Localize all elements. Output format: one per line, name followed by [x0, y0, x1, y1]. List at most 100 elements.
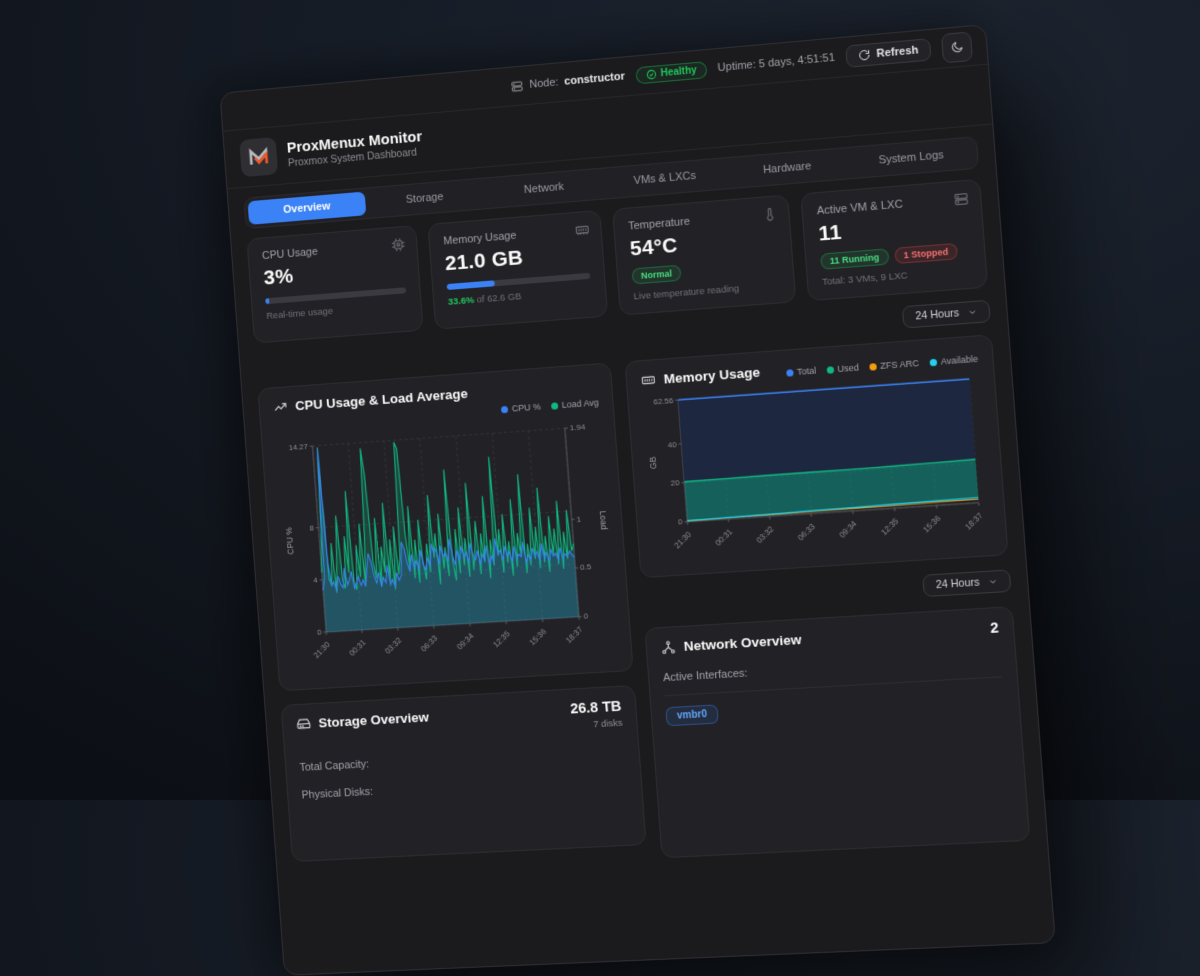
legend-item-zfs-arc: ZFS ARC [869, 358, 920, 372]
svg-text:Load: Load [598, 511, 609, 531]
vm-stopped-badge: 1 Stopped [894, 243, 958, 264]
memory-icon [640, 372, 656, 388]
svg-text:12:35: 12:35 [491, 629, 512, 650]
temperature-value: 54°C [629, 226, 777, 262]
svg-text:18:37: 18:37 [564, 625, 584, 645]
server-icon [510, 79, 524, 93]
svg-text:20: 20 [670, 478, 680, 488]
network-overview-card: Network Overview 2 Active Interfaces: vm… [644, 606, 1030, 858]
chevron-down-icon [987, 576, 998, 587]
memory-sub: 33.6% of 62.6 GB [448, 286, 592, 308]
theme-toggle-button[interactable] [941, 31, 973, 63]
svg-text:21:30: 21:30 [312, 640, 332, 660]
storage-disks-value: 7 disks [571, 718, 623, 732]
legend-item-cpu-: CPU % [501, 402, 542, 415]
cpu-progress-fill [265, 298, 270, 304]
health-label: Healthy [660, 65, 697, 79]
network-interface-count: 2 [990, 620, 1000, 637]
svg-text:0: 0 [584, 612, 590, 621]
memory-chart-title: Memory Usage [663, 365, 760, 387]
tab-network[interactable]: Network [483, 172, 605, 206]
svg-text:0: 0 [317, 628, 323, 637]
svg-text:18:37: 18:37 [963, 511, 984, 532]
app-logo [239, 137, 278, 177]
cpu-sub: Real-time usage [266, 300, 407, 322]
svg-text:1.94: 1.94 [569, 422, 586, 432]
refresh-icon [858, 49, 871, 62]
svg-text:06:33: 06:33 [796, 521, 817, 542]
storage-row-disks-label: Physical Disks: [301, 773, 627, 802]
cpu-usage-card: CPU Usage 3% Real-time usage [246, 225, 423, 344]
svg-text:4: 4 [313, 576, 319, 585]
dashboard-window: Node: constructor Healthy Uptime: 5 days,… [219, 24, 1055, 976]
temperature-sub: Live temperature reading [633, 280, 780, 302]
check-circle-icon [645, 68, 657, 80]
node-info: Node: constructor [510, 70, 625, 93]
network-title: Network Overview [683, 632, 802, 654]
storage-totals: 26.8 TB 7 disks [570, 699, 623, 732]
tab-storage[interactable]: Storage [365, 182, 485, 216]
refresh-label: Refresh [876, 44, 919, 60]
refresh-button[interactable]: Refresh [845, 38, 931, 68]
svg-text:15:36: 15:36 [528, 627, 549, 648]
dashboard-columns: CPU Usage & Load Average CPU %Load Avg 2… [257, 334, 1030, 876]
storage-title: Storage Overview [318, 710, 429, 731]
svg-text:1: 1 [576, 514, 581, 523]
time-range-row-2: 24 Hours [642, 569, 1012, 614]
cpu-load-chart-card: CPU Usage & Load Average CPU %Load Avg 2… [257, 362, 633, 691]
svg-text:0: 0 [678, 517, 684, 526]
uptime-text: Uptime: 5 days, 4:51:51 [717, 52, 835, 74]
legend-item-load-avg: Load Avg [550, 397, 599, 410]
interface-badge-vmbr0[interactable]: vmbr0 [665, 704, 718, 726]
svg-text:09:34: 09:34 [838, 519, 859, 540]
network-icon [660, 639, 676, 655]
legend-item-used: Used [826, 362, 859, 374]
temperature-card: Temperature 54°C Normal Live temperature… [612, 194, 796, 315]
storage-capacity-value: 26.8 TB [570, 699, 622, 718]
legend-item-total: Total [786, 366, 817, 378]
memory-usage-card: Memory Usage 21.0 GB 33.6% of 62.6 GB [427, 210, 608, 330]
cpu-value: 3% [263, 256, 405, 291]
trending-up-icon [273, 399, 288, 415]
tab-hardware[interactable]: Hardware [725, 151, 850, 185]
node-value: constructor [564, 70, 625, 87]
storage-overview-card: Storage Overview 26.8 TB 7 disks Total C… [281, 685, 647, 862]
svg-text:00:31: 00:31 [347, 638, 367, 658]
svg-text:06:33: 06:33 [419, 633, 440, 654]
svg-text:21:30: 21:30 [672, 529, 693, 550]
node-label: Node: [529, 76, 559, 90]
svg-text:CPU %: CPU % [284, 526, 296, 554]
time-range-select[interactable]: 24 Hours [902, 300, 991, 329]
thermometer-icon [762, 207, 778, 223]
cpu-icon [390, 237, 406, 253]
vm-count-value: 11 [818, 210, 969, 246]
svg-text:8: 8 [309, 523, 315, 532]
chevron-down-icon [967, 307, 978, 318]
storage-row-capacity-label: Total Capacity: [299, 745, 625, 774]
server-stack-icon [953, 191, 970, 207]
svg-text:00:31: 00:31 [713, 527, 734, 547]
time-range-2-value: 24 Hours [935, 576, 980, 591]
svg-text:12:35: 12:35 [879, 516, 901, 537]
app-titles: ProxMenux Monitor Proxmox System Dashboa… [286, 128, 423, 169]
cpu-load-chart: 21:30 00:31 03:32 06:33 09:34 12:35 15:36 18:37… [275, 411, 618, 681]
memory-sub-rest: of 62.6 GB [474, 291, 522, 306]
tab-overview[interactable]: Overview [248, 192, 367, 225]
svg-text:0.5: 0.5 [580, 562, 592, 572]
time-range-select-2[interactable]: 24 Hours [923, 569, 1012, 597]
memory-value: 21.0 GB [444, 241, 589, 276]
vm-running-badge: 11 Running [820, 248, 889, 269]
svg-text:09:34: 09:34 [455, 631, 476, 652]
tab-system-logs[interactable]: System Logs [848, 141, 975, 176]
svg-text:03:32: 03:32 [383, 636, 403, 656]
vm-sub: Total: 3 VMs, 9 LXC [822, 265, 972, 288]
proxmenux-m-icon [246, 144, 271, 169]
svg-text:GB: GB [647, 456, 658, 469]
svg-text:15:36: 15:36 [921, 513, 943, 534]
tab-vms-lxcs[interactable]: VMs & LXCs [603, 161, 726, 195]
memory-progress-fill [447, 280, 495, 290]
left-column: CPU Usage & Load Average CPU %Load Avg 2… [257, 362, 646, 862]
